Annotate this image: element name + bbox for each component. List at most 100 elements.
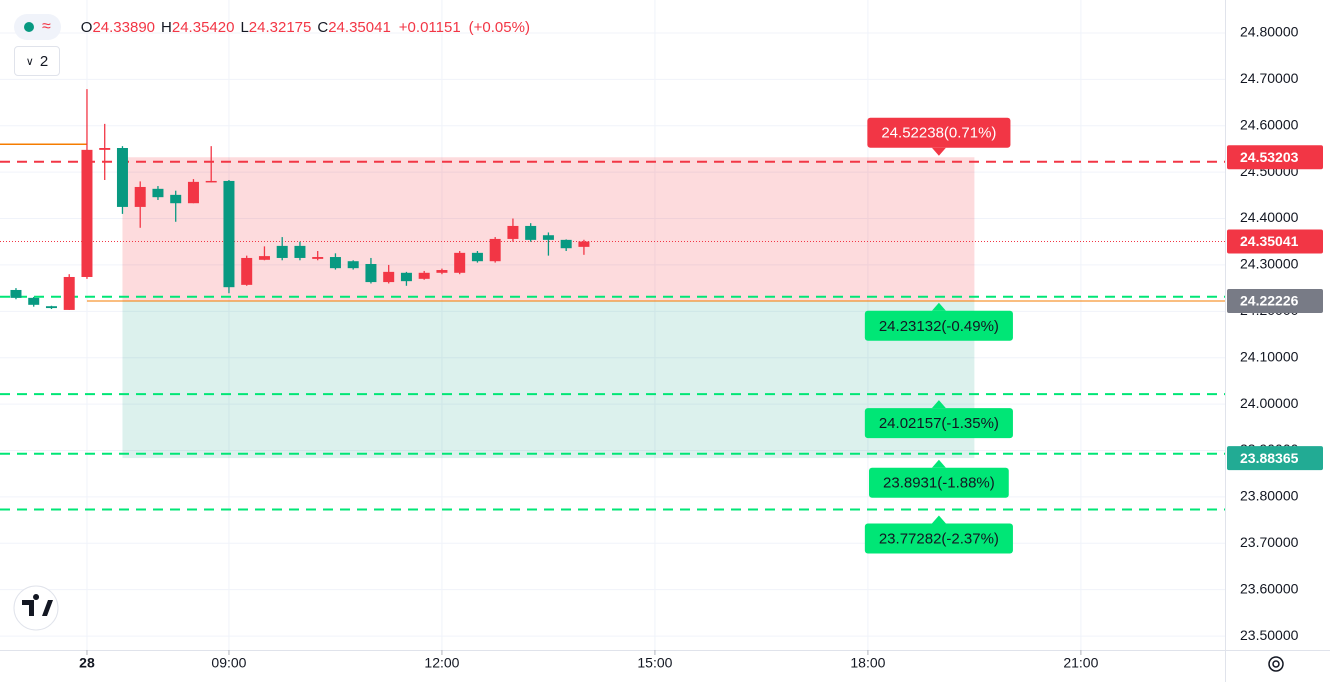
legend-change: +0.01151	[398, 18, 461, 36]
x-tick-label: 21:00	[1063, 655, 1098, 671]
candle-body	[223, 180, 235, 288]
order-label-box	[864, 523, 1013, 554]
order-label-box	[864, 310, 1013, 341]
candle-body	[312, 257, 324, 259]
y-tick-label: 23.80000	[1240, 488, 1299, 504]
order-label: 23.77282(-2.37%)	[864, 515, 1013, 554]
candle-body	[45, 306, 57, 309]
order-label-pointer	[931, 147, 946, 156]
order-label: 24.23132(-0.49%)	[864, 302, 1013, 341]
target-zone	[122, 300, 975, 459]
legend-value: 24.32175	[248, 18, 312, 36]
legend-key: C	[317, 18, 329, 36]
order-label: 24.52238(0.71%)	[867, 117, 1011, 156]
candle-body	[436, 270, 448, 273]
candle-body	[116, 148, 128, 207]
order-label-text: 24.02157(-1.35%)	[879, 415, 999, 432]
y-tick-label: 24.70000	[1240, 70, 1299, 86]
order-label-text: 23.8931(-1.88%)	[883, 475, 995, 492]
legend-value: 24.33890	[92, 18, 156, 36]
price-label-box	[1227, 446, 1323, 471]
order-label-box	[864, 408, 1013, 439]
candle-body	[542, 235, 554, 240]
indicator-count: 2	[39, 52, 49, 70]
y-tick-label: 23.60000	[1240, 580, 1299, 596]
candle-body	[170, 194, 182, 204]
candle-body	[10, 289, 22, 298]
candle-body	[578, 241, 590, 247]
y-tick-label: 24.30000	[1240, 256, 1299, 272]
order-label-box	[869, 467, 1009, 498]
price-label-box	[1227, 288, 1323, 313]
candle-body	[134, 186, 146, 207]
candle-body	[471, 252, 483, 262]
candle-body	[418, 272, 430, 279]
order-label-pointer	[931, 459, 946, 468]
candle-body	[63, 276, 75, 310]
y-tick-label: 23.50000	[1240, 627, 1299, 643]
candle-body	[152, 188, 164, 198]
price-label-box	[1227, 229, 1323, 254]
x-tick-label: 28	[79, 655, 95, 671]
legend-value: 24.35420	[171, 18, 235, 36]
legend-change-pct: (+0.05%)	[468, 18, 530, 36]
candle-body	[383, 271, 395, 283]
legend-value: 24.35041	[328, 18, 391, 36]
candle-body	[28, 297, 40, 305]
candle-body	[81, 149, 93, 277]
y-tick-label: 24.10000	[1240, 348, 1299, 364]
x-tick-label: 15:00	[637, 655, 672, 671]
price-label-text: 24.22226	[1240, 293, 1299, 309]
order-label: 24.02157(-1.35%)	[864, 400, 1013, 439]
y-tick-label: 24.00000	[1240, 395, 1299, 411]
x-tick-label: 09:00	[211, 655, 246, 671]
symbol-pill[interactable]: ≈	[14, 14, 61, 40]
y-tick-label: 23.70000	[1240, 534, 1299, 550]
candle-body	[205, 180, 217, 183]
order-label-text: 24.52238(0.71%)	[881, 125, 996, 142]
price-label-box	[1227, 145, 1323, 170]
candle-body	[241, 257, 253, 285]
order-lines	[0, 160, 1225, 511]
y-tick-label: 24.60000	[1240, 116, 1299, 132]
candle-body	[294, 245, 306, 258]
settings-icon[interactable]	[1268, 656, 1284, 672]
candle-body	[329, 257, 341, 269]
candle-body	[276, 245, 288, 258]
indicator-toggle[interactable]: ∨ 2	[14, 46, 60, 76]
candle-body	[525, 225, 537, 240]
legend-key: H	[161, 18, 172, 36]
candle-body	[507, 225, 519, 239]
candle-body	[99, 148, 111, 150]
legend-key: O	[80, 18, 93, 36]
legend-key: L	[240, 18, 249, 36]
x-tick-label: 18:00	[850, 655, 885, 671]
order-label-pointer	[931, 302, 946, 311]
candle-body	[454, 252, 466, 273]
order-label: 23.8931(-1.88%)	[869, 459, 1009, 498]
candle-body	[400, 272, 412, 282]
legend-header: ≈ O 24.33890 H 24.35420 L 24.32175 C 24.35041 +0…	[14, 14, 530, 40]
order-label-text: 23.77282(-2.37%)	[879, 530, 999, 547]
position-tool	[0, 143, 1225, 459]
candle-body	[187, 181, 199, 204]
candle-body	[347, 261, 359, 269]
x-tick-label: 12:00	[424, 655, 459, 671]
candles	[10, 89, 590, 310]
y-tick-label: 24.40000	[1240, 209, 1299, 225]
order-label-pointer	[931, 515, 946, 524]
stop-zone	[122, 157, 975, 301]
order-labels: 24.52238(0.71%) 24.23132(-0.49%) 24.02157(…	[864, 117, 1013, 554]
order-label-text: 24.23132(-0.49%)	[879, 318, 999, 335]
price-label-text: 23.88365	[1240, 450, 1299, 466]
candle-body	[560, 239, 572, 249]
y-tick-label: 24.80000	[1240, 24, 1299, 40]
tv-logo	[13, 585, 59, 631]
candle-body	[258, 256, 270, 260]
price-label-text: 24.35041	[1240, 233, 1299, 249]
grid	[0, 0, 1225, 650]
candle-body	[365, 263, 377, 283]
order-label-box	[867, 117, 1011, 148]
